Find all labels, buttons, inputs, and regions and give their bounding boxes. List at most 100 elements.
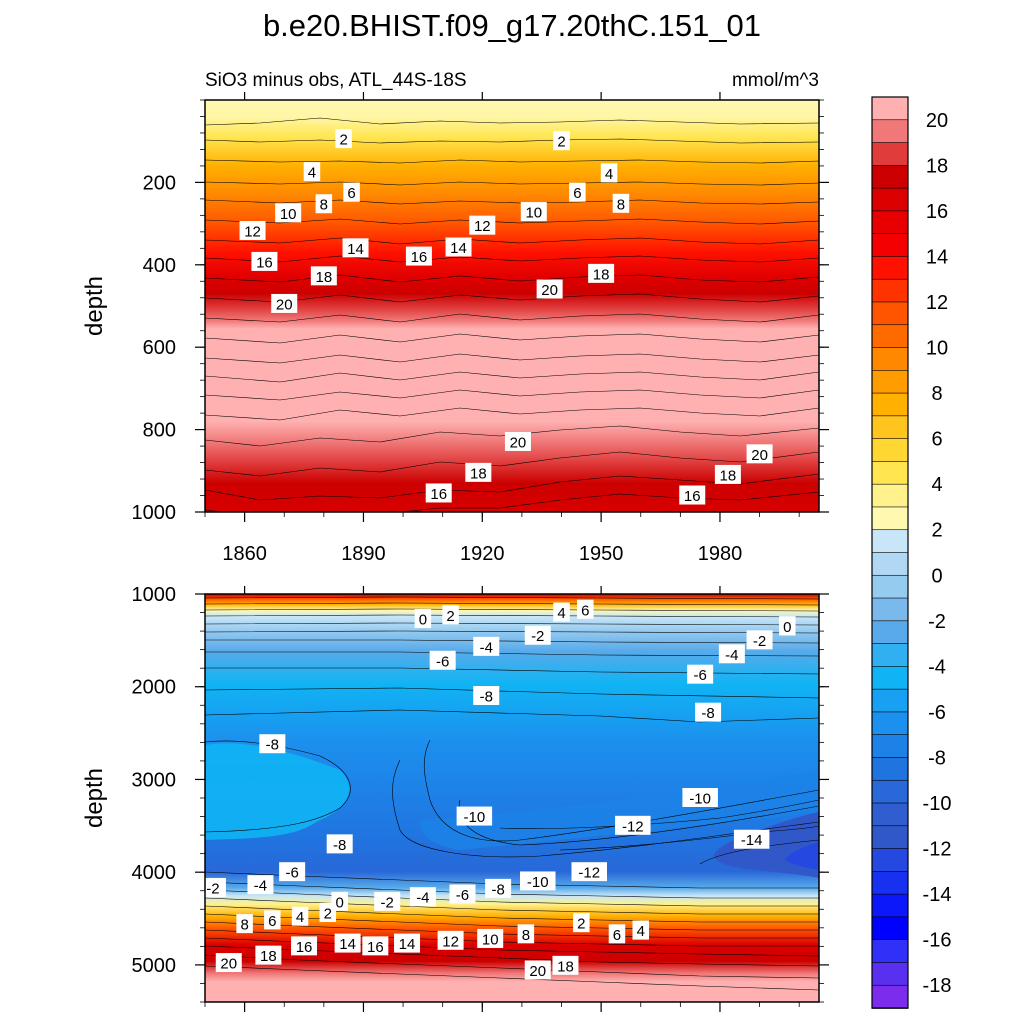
contour-label: 12 [244, 224, 261, 241]
upper-ylabel: depth [81, 276, 108, 336]
lower-contour-line [423, 739, 819, 842]
contour-label: 18 [557, 958, 574, 975]
contour-label: -2 [753, 633, 766, 650]
lower-contour-line [205, 889, 819, 907]
lower-dark-core-inner [785, 842, 819, 870]
contour-label-box [279, 862, 306, 882]
colorbar-label: 14 [926, 246, 948, 268]
contour-label: -4 [725, 647, 738, 664]
contour-label-box [524, 960, 551, 980]
lower-contour-line [205, 602, 819, 606]
chart-subtitle-left: SiO3 minus obs, ATL_44S-18S [205, 70, 467, 91]
contour-label: 18 [593, 266, 610, 283]
contour-label: -2 [206, 880, 219, 897]
lower-contour-line [205, 897, 819, 915]
upper-contour-line [205, 138, 819, 144]
lower-contour-line [499, 799, 819, 829]
contour-label: 6 [581, 602, 589, 619]
lower-contour-line [205, 608, 819, 612]
contour-label: 16 [684, 488, 701, 505]
contour-label-box [520, 202, 547, 222]
colorbar-label: 12 [926, 292, 948, 314]
colorbar-swatch [871, 347, 909, 372]
contour-label-box [315, 194, 333, 214]
colorbar-swatch [871, 552, 909, 577]
colorbar-swatch [871, 643, 909, 668]
colorbar-swatch [871, 415, 909, 440]
lower-mid-band [420, 770, 819, 850]
contour-label-box [504, 431, 531, 451]
contour-label: -8 [480, 689, 493, 706]
contour-label: 10 [525, 205, 542, 222]
colorbar-swatch [871, 278, 909, 303]
colorbar-swatch [871, 392, 909, 417]
contour-label-box [251, 251, 278, 271]
colorbar-swatch [871, 165, 909, 189]
contour-label: 16 [296, 939, 313, 956]
contour-label-box [343, 182, 360, 202]
colorbar-label: 4 [931, 474, 942, 496]
colorbar-label: 20 [926, 110, 948, 132]
colorbar-label: 16 [926, 201, 948, 223]
lower-ylabel: depth [81, 768, 108, 828]
colorbar-swatch [871, 757, 909, 782]
contour-label-box [342, 238, 369, 258]
y-tick-label: 600 [143, 337, 176, 359]
contour-label-box [746, 444, 773, 464]
upper-panel-frame [204, 99, 820, 513]
colorbar-label: 18 [926, 155, 948, 177]
contour-label: 2 [577, 916, 585, 933]
contour-label-box [577, 599, 594, 619]
colorbar-swatch [871, 711, 909, 736]
x-tick-label: 1920 [460, 543, 505, 565]
axes: 1860 1890 1920 1950 198020040060080010001000… [132, 92, 829, 1012]
contour-label: 4 [637, 923, 645, 940]
contour-label: -8 [701, 705, 714, 722]
contour-label: 0 [419, 612, 427, 629]
colorbar-label: -12 [923, 839, 952, 861]
colorbar-swatch [871, 984, 909, 1009]
y-tick-label: 4000 [132, 862, 177, 884]
contour-label-box [695, 702, 722, 722]
contour-label-box [536, 279, 563, 299]
contour-label-box [615, 815, 651, 835]
contour-label: 6 [573, 185, 581, 202]
colorbar-swatch [871, 187, 909, 212]
contour-label-box [473, 686, 500, 705]
contour-label-box [714, 464, 741, 484]
contour-label-box [779, 616, 796, 636]
colorbar-label: 10 [926, 338, 948, 360]
contour-label: 16 [411, 249, 428, 266]
upper-contour-line [205, 371, 819, 383]
contour-label: 18 [315, 269, 332, 286]
contour-label-box [394, 933, 421, 953]
contour-label: -10 [689, 791, 711, 808]
colorbar-swatch [871, 324, 909, 349]
contour-label: 8 [522, 927, 530, 944]
upper-contour-line [205, 425, 819, 447]
contour-label-box [679, 485, 706, 505]
contour-label: 16 [367, 939, 384, 956]
contour-label: -8 [266, 737, 279, 754]
chart-title: b.e20.BHIST.f09_g17.20thC.151_01 [263, 8, 761, 43]
colorbar-swatch [871, 734, 909, 759]
colorbar-swatch [871, 233, 909, 258]
contour-label-box [569, 182, 586, 202]
colorbar-swatch [871, 301, 909, 326]
contour-label: -6 [693, 667, 706, 684]
colorbar-swatch [871, 256, 909, 280]
contour-label-box [687, 664, 714, 684]
lower-contour-line [559, 825, 819, 851]
upper-contour-line [205, 353, 819, 364]
contour-label-box [632, 920, 649, 940]
contour-label-box [553, 602, 570, 622]
colorbar-swatch [871, 620, 909, 645]
contour-label-box [612, 193, 630, 213]
contour-label: -8 [333, 837, 346, 854]
colorbar-swatch [871, 848, 909, 873]
lower-contour-line [205, 709, 819, 723]
x-tick-label: 1890 [341, 543, 386, 565]
contour-label: 0 [783, 619, 791, 636]
contour-label: 20 [529, 963, 546, 980]
